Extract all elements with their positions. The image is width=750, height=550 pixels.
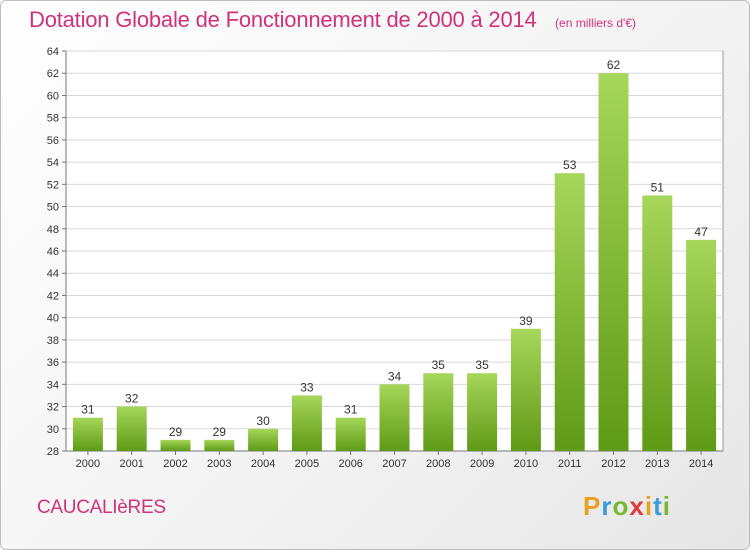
logo-letter: i	[644, 491, 654, 521]
bar-value-label: 51	[651, 180, 665, 194]
y-tick-label: 36	[47, 357, 59, 369]
bar-value-label: 53	[563, 158, 577, 172]
logo-letter: x	[629, 491, 645, 521]
y-tick-label: 56	[47, 135, 59, 147]
logo-letter: o	[612, 491, 630, 521]
bar	[642, 195, 673, 451]
bar	[379, 384, 410, 451]
y-tick-label: 48	[47, 224, 59, 236]
bar	[116, 406, 147, 451]
bar	[467, 373, 498, 451]
bar	[335, 417, 366, 451]
y-tick-label: 52	[47, 179, 59, 191]
bar	[686, 239, 717, 451]
y-tick-label: 46	[47, 246, 59, 258]
bar-value-label: 29	[169, 425, 183, 439]
bar	[248, 428, 279, 451]
bar	[72, 417, 103, 451]
y-tick-label: 58	[47, 113, 59, 125]
bar-value-label: 39	[519, 314, 533, 328]
x-tick-label: 2002	[163, 458, 187, 470]
bar	[510, 328, 541, 451]
bar	[598, 73, 629, 451]
y-tick-label: 30	[47, 424, 59, 436]
bar-value-label: 47	[694, 225, 708, 239]
bar	[554, 173, 585, 451]
bar-value-label: 34	[388, 369, 402, 383]
logo-letter: i	[662, 491, 671, 521]
y-tick-label: 42	[47, 290, 59, 302]
y-tick-label: 34	[47, 379, 59, 391]
y-tick-label: 40	[47, 313, 59, 325]
x-tick-label: 2001	[119, 458, 143, 470]
bar-value-label: 31	[344, 403, 358, 417]
x-tick-label: 2007	[382, 458, 406, 470]
y-tick-label: 54	[47, 157, 59, 169]
y-tick-label: 44	[47, 268, 59, 280]
y-tick-label: 60	[47, 90, 59, 102]
bar-value-label: 62	[607, 58, 621, 72]
y-tick-label: 28	[47, 446, 59, 458]
bar	[291, 395, 322, 451]
y-tick-label: 32	[47, 402, 59, 414]
x-tick-label: 2004	[251, 458, 275, 470]
bar-value-label: 32	[125, 392, 139, 406]
logo-letter: P	[583, 491, 602, 521]
bar-value-label: 35	[432, 358, 446, 372]
bar-value-label: 31	[81, 403, 95, 417]
x-tick-label: 2009	[470, 458, 494, 470]
bar	[423, 373, 454, 451]
x-tick-label: 2000	[76, 458, 100, 470]
x-tick-label: 2012	[601, 458, 625, 470]
bar-value-label: 33	[300, 380, 314, 394]
x-tick-label: 2013	[645, 458, 669, 470]
x-tick-label: 2014	[689, 458, 713, 470]
bar-value-label: 30	[256, 414, 270, 428]
y-tick-label: 64	[47, 46, 59, 58]
logo-letter: t	[653, 491, 663, 521]
y-tick-label: 62	[47, 68, 59, 80]
chart-title: Dotation Globale de Fonctionnement de 20…	[29, 7, 537, 32]
bar-value-label: 29	[213, 425, 227, 439]
bar	[160, 439, 191, 451]
y-tick-label: 38	[47, 335, 59, 347]
commune-name: CAUCALIèRES	[37, 497, 166, 518]
chart-subtitle: (en milliers d'€)	[555, 16, 637, 30]
proxiti-logo: Proxiti	[583, 491, 671, 522]
logo-letter: r	[601, 491, 613, 521]
x-tick-label: 2011	[558, 458, 582, 470]
x-tick-label: 2010	[514, 458, 538, 470]
bar-value-label: 35	[475, 358, 489, 372]
x-tick-label: 2003	[207, 458, 231, 470]
x-tick-label: 2005	[295, 458, 319, 470]
bar	[204, 439, 235, 451]
title-row: Dotation Globale de Fonctionnement de 20…	[29, 7, 636, 33]
x-tick-label: 2008	[426, 458, 450, 470]
y-tick-label: 50	[47, 202, 59, 214]
x-tick-label: 2006	[338, 458, 362, 470]
